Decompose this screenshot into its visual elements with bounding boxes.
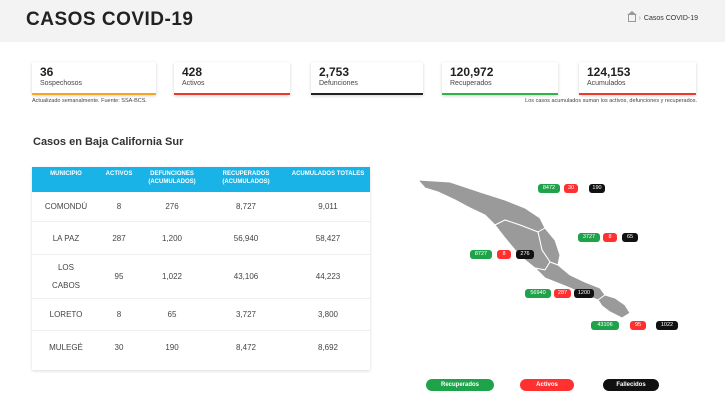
table-header: MUNICIPIO ACTIVOS DEFUNCIONES (ACUMULADO…	[32, 167, 370, 192]
map-label-recuperados: 3727	[578, 233, 600, 242]
table-row: LOS CABOS 95 1,022 43,106 44,223	[32, 255, 370, 299]
map-label-recuperados: 43106	[591, 321, 619, 330]
legend-activos[interactable]: Activos	[520, 379, 574, 391]
cell-municipio: LOS CABOS	[52, 262, 81, 290]
map-label-activos: 8	[497, 250, 511, 259]
map-label-fallecidos: 276	[516, 250, 534, 259]
column-header-recuperados: RECUPERADOS (ACUMULADOS)	[222, 171, 270, 185]
bcs-map: 8472 30 190 3727 8 65 8727 8 276 56940 2…	[410, 170, 660, 340]
breadcrumb: › Casos COVID-19	[626, 11, 698, 22]
legend-fallecidos[interactable]: Fallecidos	[603, 379, 659, 391]
cell-municipio: LA PAZ	[52, 233, 80, 243]
cell-activos: 95	[114, 272, 124, 281]
cell-acumulados: 9,011	[318, 202, 338, 211]
table-row: MULEGÉ 30 190 8,472 8,692	[32, 331, 370, 364]
breadcrumb-current: Casos COVID-19	[643, 15, 698, 22]
map-label-activos: 95	[630, 321, 646, 330]
cell-municipio: LORETO	[49, 310, 83, 319]
cell-acumulados: 58,427	[315, 233, 341, 243]
stat-value: 120,972	[450, 65, 494, 79]
map-label-activos: 30	[564, 184, 578, 193]
stat-label: Defunciones	[319, 80, 358, 87]
stat-card-recuperados: 120,972 Recuperados	[442, 62, 558, 95]
table-row: LORETO 8 65 3,727 3,800	[32, 299, 370, 331]
map-label-activos: 8	[603, 233, 617, 242]
cell-acumulados: 8,692	[317, 343, 339, 352]
cell-recuperados: 8,727	[235, 202, 257, 211]
legend-recuperados[interactable]: Recuperados	[426, 379, 494, 391]
column-header-activos: ACTIVOS	[105, 171, 133, 177]
municipality-table: MUNICIPIO ACTIVOS DEFUNCIONES (ACUMULADO…	[32, 167, 370, 370]
stat-value: 124,153	[587, 65, 631, 79]
page-header: CASOS COVID-19 › Casos COVID-19	[0, 0, 725, 42]
table-row: LA PAZ 287 1,200 56,940 58,427	[32, 222, 370, 255]
cell-acumulados: 3,800	[317, 310, 339, 319]
stat-label: Activos	[182, 80, 205, 87]
map-region-mulege[interactable]	[416, 179, 546, 233]
stat-value: 428	[182, 65, 203, 79]
cell-recuperados: 43,106	[233, 272, 259, 281]
stat-accent-bar	[442, 93, 558, 95]
map-region-los-cabos[interactable]	[597, 294, 631, 319]
cell-defunciones: 65	[167, 310, 177, 319]
stat-label: Acumulados	[587, 80, 626, 87]
stat-card-defunciones: 2,753 Defunciones	[311, 62, 423, 95]
stat-accent-bar	[32, 93, 156, 95]
stat-card-activos: 428 Activos	[174, 62, 290, 95]
column-header-municipio: MUNICIPIO	[50, 171, 82, 177]
map-label-recuperados: 8727	[470, 250, 492, 259]
cell-activos: 287	[112, 233, 126, 243]
bcs-map-shape	[416, 179, 631, 319]
stat-card-sospechosos: 36 Sospechosos	[32, 62, 156, 95]
cell-defunciones: 190	[165, 343, 179, 352]
stat-label: Sospechosos	[40, 80, 83, 87]
cell-activos: 8	[116, 202, 122, 211]
home-icon[interactable]	[626, 11, 637, 22]
stat-card-acumulados: 124,153 Acumulados	[579, 62, 696, 95]
cell-recuperados: 3,727	[235, 310, 257, 319]
update-note: Actualizado semanalmente. Fuente: SSA-BC…	[32, 98, 147, 104]
stat-value: 2,753	[319, 65, 350, 79]
breadcrumb-separator: ›	[638, 15, 641, 22]
table-body: COMONDÚ 8 276 8,727 9,011 LA PAZ 287 1,2…	[32, 192, 370, 364]
cell-activos: 30	[114, 343, 124, 352]
map-label-fallecidos: 190	[589, 184, 605, 193]
section-title: Casos en Baja California Sur	[33, 136, 184, 148]
map-label-recuperados: 56940	[525, 289, 551, 298]
cell-defunciones: 1,200	[161, 233, 183, 243]
page-title: CASOS COVID-19	[26, 9, 194, 30]
accumulated-note: Los casos acumulados suman los activos, …	[525, 98, 697, 104]
map-label-activos: 287	[554, 289, 571, 298]
map-label-fallecidos: 65	[622, 233, 638, 242]
cell-acumulados: 44,223	[315, 272, 341, 281]
map-label-fallecidos: 1200	[574, 289, 594, 298]
stat-accent-bar	[311, 93, 423, 95]
cell-defunciones: 1,022	[161, 272, 183, 281]
cell-defunciones: 276	[165, 202, 179, 211]
cell-recuperados: 56,940	[233, 233, 259, 243]
column-header-defunciones: DEFUNCIONES (ACUMULADOS)	[148, 171, 196, 185]
stat-accent-bar	[579, 93, 696, 95]
cell-activos: 8	[116, 310, 122, 319]
cell-recuperados: 8,472	[235, 343, 257, 352]
stat-label: Recuperados	[450, 80, 492, 87]
table-row: COMONDÚ 8 276 8,727 9,011	[32, 192, 370, 222]
cell-municipio: MULEGÉ	[49, 343, 83, 352]
column-header-acumulados: ACUMULADOS TOTALES	[291, 171, 365, 177]
stat-value: 36	[40, 65, 54, 79]
stat-accent-bar	[174, 93, 290, 95]
map-label-recuperados: 8472	[538, 184, 560, 193]
map-label-fallecidos: 1022	[656, 321, 678, 330]
cell-municipio: COMONDÚ	[44, 202, 88, 211]
